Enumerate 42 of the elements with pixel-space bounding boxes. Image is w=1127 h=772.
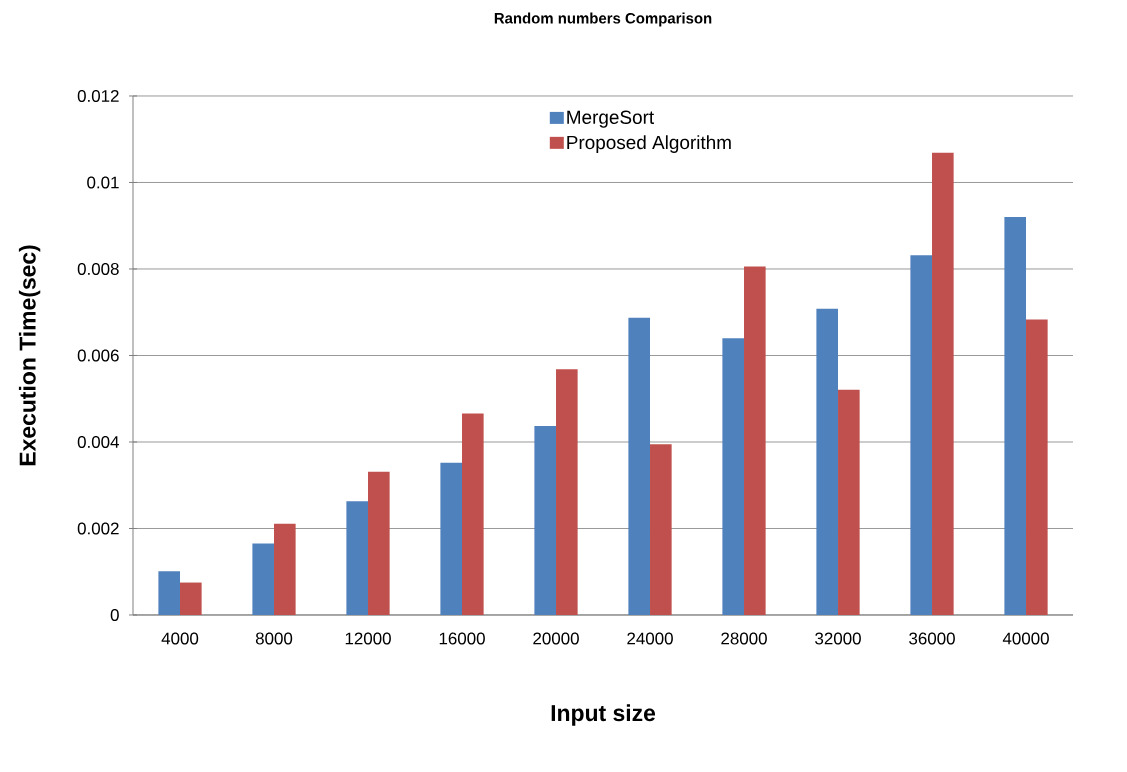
bar	[368, 471, 390, 615]
bar	[932, 152, 954, 615]
x-tick-label: 36000	[909, 632, 955, 645]
x-tick-label: 24000	[627, 632, 673, 645]
x-tick-label: 12000	[345, 632, 391, 645]
x-tick-label: 8000	[255, 632, 293, 645]
bar	[462, 413, 484, 615]
bar	[534, 425, 557, 615]
bar	[838, 389, 860, 615]
bar	[1026, 319, 1048, 615]
bar	[274, 523, 296, 615]
bar	[1004, 217, 1027, 615]
bar	[158, 571, 181, 615]
x-axis-title: Input size	[551, 704, 656, 726]
y-tick-label: 0.002	[77, 522, 119, 535]
bar	[722, 338, 745, 615]
x-tick-label: 16000	[439, 632, 485, 645]
y-tick-label: 0.008	[77, 262, 119, 275]
bar	[910, 255, 933, 615]
bar	[180, 582, 202, 615]
x-tick-label: 4000	[161, 632, 199, 645]
legend-label: MergeSort	[567, 110, 655, 128]
y-tick-label: 0	[110, 608, 119, 621]
bar	[346, 501, 369, 615]
bar	[650, 444, 672, 615]
bar	[440, 462, 463, 615]
x-tick-label: 28000	[721, 632, 767, 645]
chart-title: Random numbers Comparison	[494, 12, 712, 27]
bar	[744, 266, 766, 615]
x-tick-label: 32000	[815, 632, 861, 645]
bar	[628, 317, 651, 615]
y-axis-title: Execution Time(sec)	[18, 245, 41, 466]
y-tick-label: 0.01	[87, 176, 119, 189]
bar	[252, 543, 275, 615]
x-tick-label: 20000	[533, 632, 579, 645]
bar	[816, 308, 839, 615]
y-tick-label: 0.012	[77, 89, 119, 102]
y-tick-label: 0.006	[77, 349, 119, 362]
y-tick-label: 0.004	[77, 435, 119, 448]
bar	[556, 369, 578, 615]
legend-label: Proposed Algorithm	[567, 135, 731, 153]
x-tick-label: 40000	[1002, 632, 1049, 645]
